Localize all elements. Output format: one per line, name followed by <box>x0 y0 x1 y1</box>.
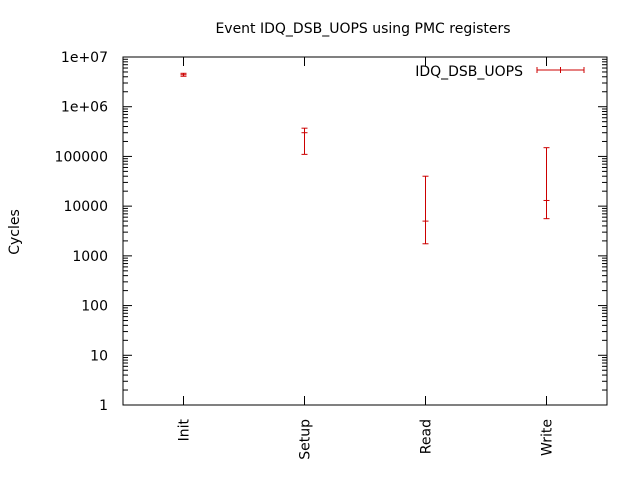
series-layer <box>180 72 550 245</box>
x-tick-label: Write <box>540 419 556 456</box>
plot-frame <box>122 56 608 406</box>
y-tick-label: 1e+06 <box>61 100 108 116</box>
y-axis-label: Cycles <box>7 209 23 255</box>
legend-sample <box>536 67 585 73</box>
y-tick-label: 1000 <box>72 249 108 265</box>
x-axis-ticks: Init Setup Read Write <box>177 57 556 460</box>
y-tick-label: 10000 <box>63 199 108 215</box>
chart-title: Event IDQ_DSB_UOPS using PMC registers <box>215 21 510 37</box>
data-point-setup <box>301 127 308 155</box>
y-tick-label: 10 <box>90 348 108 364</box>
legend: IDQ_DSB_UOPS <box>415 64 585 80</box>
x-tick-label: Read <box>419 419 435 454</box>
data-point-init <box>180 72 187 77</box>
x-tick-label: Setup <box>298 419 314 460</box>
data-point-read <box>422 175 429 245</box>
x-tick-label: Init <box>177 418 193 441</box>
y-tick-label: 100000 <box>55 149 108 165</box>
data-point-write <box>543 147 550 220</box>
y-tick-label: 1e+07 <box>61 50 108 66</box>
y-tick-label: 1 <box>99 398 108 414</box>
y-axis-ticks: 1 10 100 1000 10000 100000 1e+06 1e+07 <box>55 50 607 414</box>
y-tick-label: 100 <box>81 299 108 315</box>
legend-label: IDQ_DSB_UOPS <box>415 64 523 80</box>
